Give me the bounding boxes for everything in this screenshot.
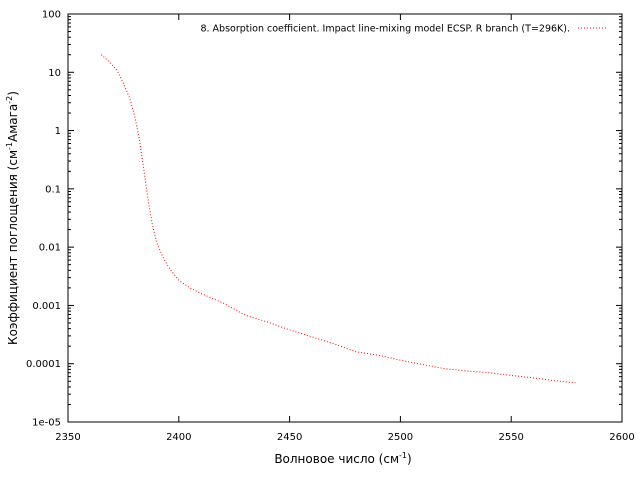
series-lines xyxy=(100,54,576,384)
y-axis-title-sup2: -2 xyxy=(5,96,14,104)
x-tick-label: 2600 xyxy=(609,432,634,443)
x-tick-label: 2550 xyxy=(498,432,523,443)
tick-labels: 2350 2400 2450 2500 2550 2600 1e-05 0.0001 0.001… xyxy=(26,10,635,444)
x-axis-title-suffix: ) xyxy=(407,452,412,466)
y-tick-label: 0.1 xyxy=(45,184,61,195)
plot-frame xyxy=(67,13,623,423)
y-tick-label: 1 xyxy=(55,126,61,137)
axis-ticks xyxy=(67,13,623,423)
y-tick-label: 100 xyxy=(42,10,61,21)
x-tick-label: 2450 xyxy=(277,432,302,443)
legend-label: 8. Absorption coefficient. Impact line-m… xyxy=(200,24,570,35)
y-tick-label: 1e-05 xyxy=(32,418,61,429)
x-tick-label: 2400 xyxy=(166,432,191,443)
x-axis-title-sup: -1 xyxy=(399,451,407,460)
x-axis-title-main: Волновое число (см xyxy=(274,452,399,466)
x-tick-label: 2500 xyxy=(388,432,413,443)
y-axis-title-mid: Амага xyxy=(6,104,20,142)
plot-border xyxy=(67,13,623,423)
y-tick-label: 0.001 xyxy=(32,301,61,312)
y-axis-title-sup1: -1 xyxy=(5,142,14,150)
y-tick-label: 10 xyxy=(48,68,61,79)
y-axis-title: Коэффициент поглощения (см-1Амага-2) xyxy=(5,91,20,345)
y-tick-label: 0.0001 xyxy=(26,359,61,370)
x-axis-title: Волновое число (см-1) xyxy=(274,451,411,466)
y-axis-title-suffix: ) xyxy=(6,91,20,96)
series-line xyxy=(100,54,576,384)
y-tick-label: 0.01 xyxy=(39,243,61,254)
x-tick-label: 2350 xyxy=(55,432,80,443)
y-axis-title-main: Коэффициент поглощения (см xyxy=(6,150,20,345)
legend: 8. Absorption coefficient. Impact line-m… xyxy=(200,24,608,35)
